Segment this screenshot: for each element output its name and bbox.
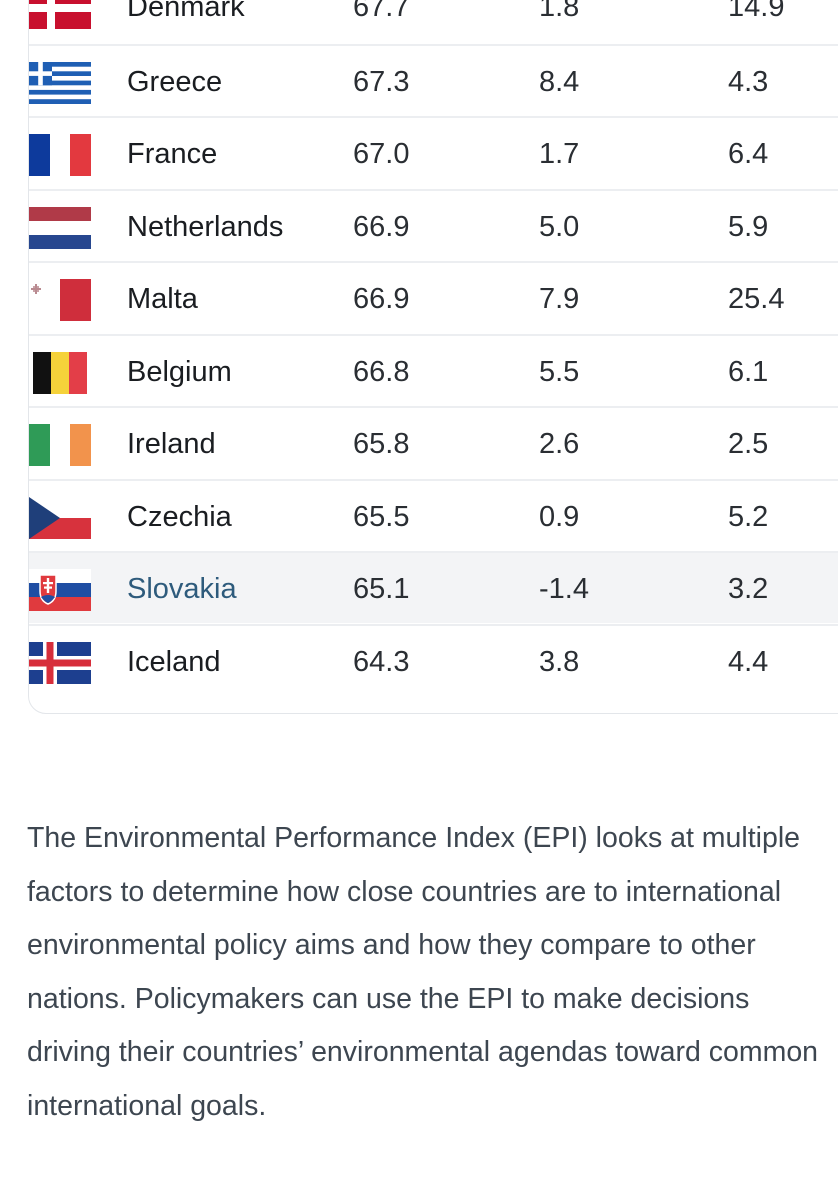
epi-score: 67.0	[353, 138, 410, 170]
ten-year-change: 5.9	[728, 211, 769, 243]
epi-score: 65.8	[353, 428, 410, 460]
table-row[interactable]: Iceland 64.3 3.8 4.4	[29, 624, 838, 696]
score-change: -1.4	[539, 573, 589, 605]
table-row[interactable]: Denmark 67.7 1.8 14.9	[29, 0, 838, 43]
score-change: 0.9	[539, 501, 580, 533]
table-row[interactable]: Ireland 65.8 2.6 2.5	[29, 406, 838, 478]
ten-year-change: 2.5	[728, 428, 769, 460]
country-name: Iceland	[127, 646, 221, 678]
malta-flag-icon	[29, 279, 91, 321]
country-name: Czechia	[127, 501, 232, 533]
table-row-highlighted[interactable]: Slovakia 65.1 -1.4 3.2	[29, 551, 838, 623]
epi-score: 65.5	[353, 501, 410, 533]
belgium-flag-icon	[29, 352, 91, 394]
epi-score: 64.3	[353, 646, 410, 678]
table-row[interactable]: Netherlands 66.9 5.0 5.9	[29, 189, 838, 261]
epi-table: Denmark 67.7 1.8 14.9 Greece 67.3 8.4 4.…	[28, 0, 838, 714]
table-row[interactable]: France 67.0 1.7 6.4	[29, 116, 838, 188]
score-change: 7.9	[539, 283, 580, 315]
table-row[interactable]: Greece 67.3 8.4 4.3	[29, 44, 838, 116]
ten-year-change: 4.4	[728, 646, 769, 678]
epi-score: 67.3	[353, 66, 410, 98]
ten-year-change: 14.9	[728, 0, 785, 23]
country-name: Greece	[127, 66, 223, 98]
epi-score: 66.9	[353, 283, 410, 315]
country-name: Ireland	[127, 428, 216, 460]
ten-year-change: 5.2	[728, 501, 769, 533]
score-change: 2.6	[539, 428, 580, 460]
score-change: 5.0	[539, 211, 580, 243]
score-change: 5.5	[539, 356, 580, 388]
country-name: Belgium	[127, 356, 232, 388]
epi-score: 66.8	[353, 356, 410, 388]
iceland-flag-icon	[29, 642, 91, 684]
czechia-flag-icon	[29, 497, 91, 539]
slovakia-flag-icon	[29, 569, 91, 611]
country-name: Netherlands	[127, 211, 284, 243]
denmark-flag-icon	[29, 0, 91, 29]
ireland-flag-icon	[29, 424, 91, 466]
score-change: 3.8	[539, 646, 580, 678]
greece-flag-icon	[29, 62, 91, 104]
country-name: Malta	[127, 283, 198, 315]
ten-year-change: 25.4	[728, 283, 785, 315]
ten-year-change: 6.4	[728, 138, 769, 170]
epi-description-paragraph: The Environmental Performance Index (EPI…	[27, 822, 819, 1122]
france-flag-icon	[29, 134, 91, 176]
epi-score: 67.7	[353, 0, 410, 23]
score-change: 8.4	[539, 66, 580, 98]
table-row[interactable]: Malta 66.9 7.9 25.4	[29, 261, 838, 333]
score-change: 1.8	[539, 0, 580, 23]
epi-score: 66.9	[353, 211, 410, 243]
ten-year-change: 6.1	[728, 356, 769, 388]
epi-score: 65.1	[353, 573, 410, 605]
score-change: 1.7	[539, 138, 580, 170]
table-row[interactable]: Belgium 66.8 5.5 6.1	[29, 334, 838, 406]
ten-year-change: 3.2	[728, 573, 769, 605]
country-name: Denmark	[127, 0, 245, 23]
country-name[interactable]: Slovakia	[127, 573, 237, 605]
netherlands-flag-icon	[29, 207, 91, 249]
table-row[interactable]: Czechia 65.5 0.9 5.2	[29, 479, 838, 551]
country-name: France	[127, 138, 218, 170]
ten-year-change: 4.3	[728, 66, 769, 98]
